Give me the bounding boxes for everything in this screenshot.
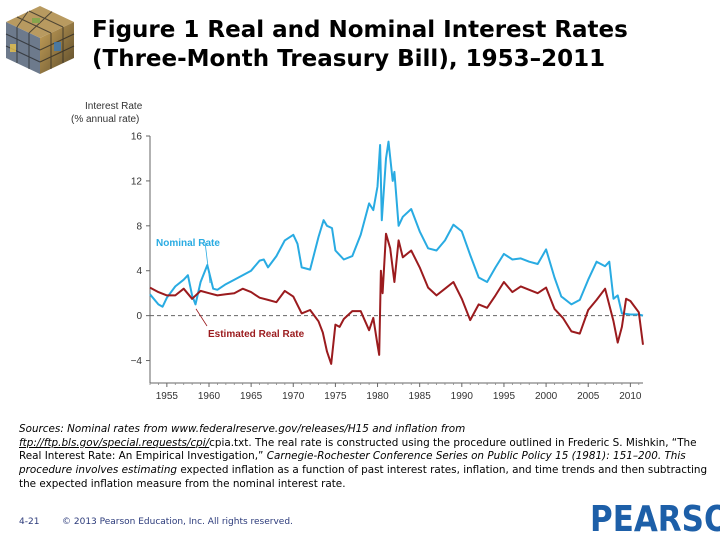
y-axis-label-line-2: (% annual rate): [71, 114, 139, 125]
y-axis-label-line-1: Interest Rate: [85, 101, 143, 112]
sources-text-3: Carnegie-Rochester Conference Series on …: [19, 450, 686, 477]
y-tick-label: 12: [131, 176, 143, 187]
sources-link[interactable]: ftp://ftp.bls.gov/special.requests/cpi/: [19, 436, 210, 449]
x-tick-label: 1960: [198, 391, 221, 402]
sources-text-2: cpia.txt. The real rate is constructed u…: [19, 436, 697, 463]
copyright-text: © 2013 Pearson Education, Inc. All right…: [62, 517, 293, 527]
x-tick-label: 2000: [535, 391, 558, 402]
sources-text-1: Sources: Nominal rates from www.federalr…: [19, 423, 466, 435]
x-tick-label: 1995: [493, 391, 516, 402]
interest-rate-chart: Interest Rate (% annual rate) 16 12 8 4 0 −4 195…: [60, 96, 660, 410]
x-tick-label: 1965: [240, 391, 263, 402]
x-tick-label: 1980: [366, 391, 389, 402]
real-rate-annotation: Estimated Real Rate: [208, 329, 305, 340]
x-tick-label: 1985: [409, 391, 432, 402]
y-tick-label: 0: [136, 311, 142, 322]
chart-svg: Interest Rate (% annual rate) 16 12 8 4 0 −4 195…: [71, 101, 644, 402]
y-tick-label: −4: [131, 356, 143, 367]
cube-logo-icon: [5, 6, 75, 74]
x-tick-label: 1975: [324, 391, 347, 402]
x-tick-label: 1970: [282, 391, 305, 402]
pearson-logo: PEARSON: [590, 499, 720, 540]
page-number: 4-21: [19, 517, 40, 527]
x-tick-label: 2010: [619, 391, 642, 402]
nominal-rate-line: [149, 140, 644, 317]
y-tick-label: 8: [136, 221, 142, 232]
x-tick-label: 1955: [156, 391, 179, 402]
y-tick-label: 16: [131, 132, 143, 143]
sources-text-4: expected inflation as a function of past…: [19, 464, 708, 490]
real-rate-leader: [195, 308, 208, 327]
page-title: Figure 1 Real and Nominal Interest Rates…: [92, 16, 712, 74]
footer: 4-21 © 2013 Pearson Education, Inc. All …: [0, 500, 720, 540]
sources-note: Sources: Nominal rates from www.federalr…: [19, 423, 709, 492]
real-rate-line: [149, 232, 644, 365]
nominal-rate-annotation: Nominal Rate: [156, 238, 220, 249]
nominal-rate-leader: [204, 241, 211, 284]
x-tick-label: 2005: [577, 391, 600, 402]
y-tick-label: 4: [136, 266, 142, 277]
title-line-1: Figure 1 Real and Nominal Interest Rates: [92, 17, 628, 43]
title-line-2: (Three-Month Treasury Bill), 1953–2011: [92, 46, 606, 72]
x-tick-label: 1990: [451, 391, 474, 402]
